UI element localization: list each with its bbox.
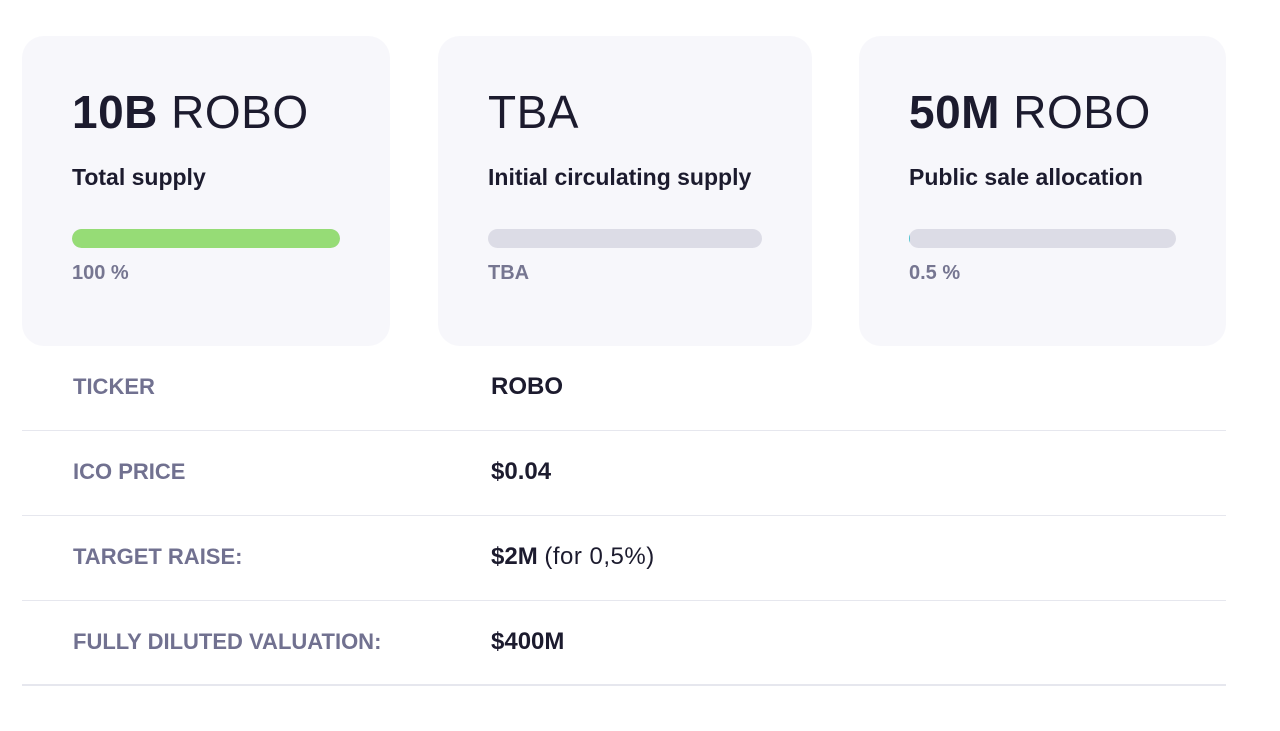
initial-circulating-progress-bar: [488, 229, 762, 248]
total-supply-card: 10B ROBO Total supply 100 %: [22, 36, 390, 346]
total-supply-unit: ROBO: [171, 86, 309, 138]
public-sale-progress-bar: [909, 229, 1176, 248]
public-sale-number: 50M: [909, 86, 1000, 138]
table-row-fully-diluted-valuation: FULLY DILUTED VALUATION: $400M: [22, 601, 1226, 686]
target-raise-note: (for 0,5%): [544, 543, 655, 570]
public-sale-progress-fill: [909, 229, 911, 248]
token-details-table: TICKER ROBO ICO PRICE $0.04 TARGET RAISE…: [22, 346, 1226, 686]
target-raise-value: $2M (for 0,5%): [491, 516, 655, 598]
initial-circulating-label: Initial circulating supply: [488, 164, 752, 190]
total-supply-number: 10B: [72, 86, 158, 138]
public-sale-percent: 0.5 %: [909, 262, 961, 284]
ticker-key: TICKER: [73, 374, 155, 399]
public-sale-amount: 50M ROBO: [909, 86, 1176, 138]
target-raise-key: TARGET RAISE:: [73, 544, 243, 569]
target-raise-value-text: $2M: [491, 543, 538, 570]
public-sale-allocation-card: 50M ROBO Public sale allocation 0.5 %: [859, 36, 1226, 346]
initial-circulating-percent: TBA: [488, 262, 530, 284]
initial-circulating-amount: TBA: [488, 86, 762, 138]
total-supply-progress-bar: [72, 229, 340, 248]
fdv-key: FULLY DILUTED VALUATION:: [73, 629, 382, 654]
total-supply-percent: 100 %: [72, 262, 129, 284]
public-sale-unit: ROBO: [1013, 86, 1151, 138]
total-supply-amount: 10B ROBO: [72, 86, 340, 138]
ticker-value: ROBO: [491, 346, 563, 428]
ico-price-key: ICO PRICE: [73, 459, 186, 484]
ticker-value-text: ROBO: [491, 373, 563, 400]
table-row-target-raise: TARGET RAISE: $2M (for 0,5%): [22, 516, 1226, 601]
ico-price-value-text: $0.04: [491, 458, 552, 485]
initial-circulating-unit: TBA: [488, 86, 579, 138]
public-sale-label: Public sale allocation: [909, 164, 1143, 190]
ico-price-value: $0.04: [491, 431, 551, 513]
fdv-value: $400M: [491, 601, 564, 683]
token-stats-cards: 10B ROBO Total supply 100 % TBA Initial …: [22, 36, 1226, 346]
total-supply-label: Total supply: [72, 164, 206, 190]
table-row-ticker: TICKER ROBO: [22, 346, 1226, 431]
fdv-value-text: $400M: [491, 628, 565, 655]
table-row-ico-price: ICO PRICE $0.04: [22, 431, 1226, 516]
initial-circulating-supply-card: TBA Initial circulating supply TBA: [438, 36, 812, 346]
total-supply-progress-fill: [72, 229, 340, 248]
